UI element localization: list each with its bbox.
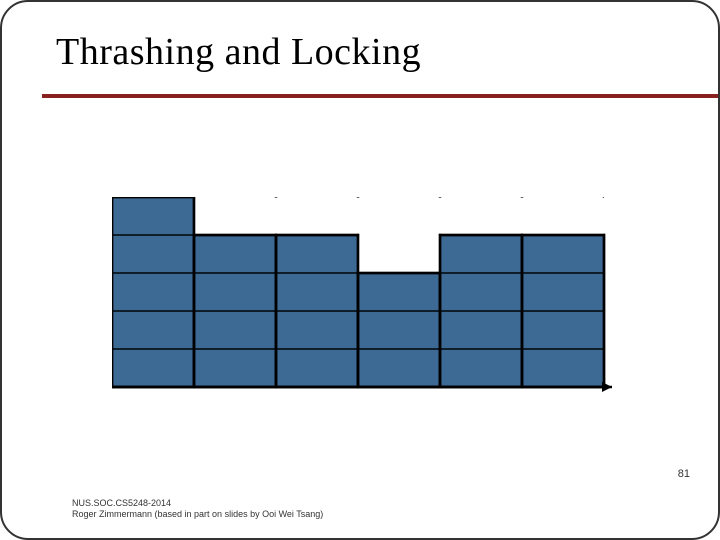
page-number: 81: [678, 468, 690, 480]
bar-chart-svg: [112, 197, 618, 402]
page-title: Thrashing and Locking: [56, 30, 421, 74]
bar-chart: [112, 197, 618, 402]
footer-line-1: NUS.SOC.CS5248-2014: [72, 498, 323, 509]
footer: NUS.SOC.CS5248-2014 Roger Zimmermann (ba…: [72, 498, 323, 521]
slide-frame: Thrashing and Locking 81 NUS.SOC.CS5248-…: [0, 0, 720, 540]
footer-line-2: Roger Zimmermann (based in part on slide…: [72, 509, 323, 520]
title-underline: [42, 94, 718, 98]
